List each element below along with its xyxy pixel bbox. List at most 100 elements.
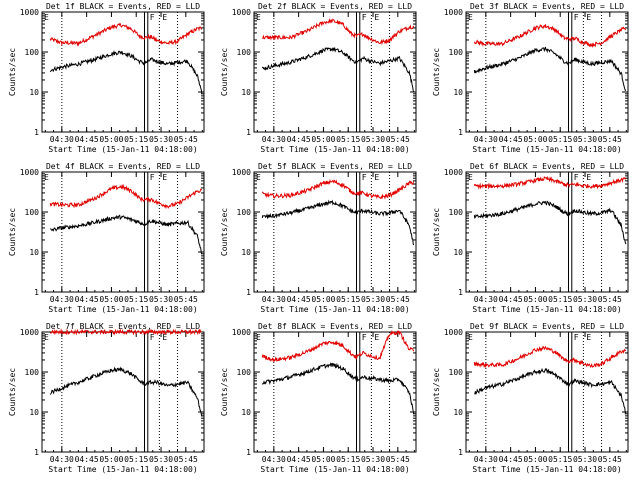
x-axis-label: Start Time (15-Jan-11 04:18:00) xyxy=(48,305,197,314)
x-tick-label: 05:15 xyxy=(548,295,572,304)
plot-frame xyxy=(253,331,417,453)
x-axis-label: Start Time (15-Jan-11 04:18:00) xyxy=(48,145,197,154)
x-tick-label: 04:30 xyxy=(262,295,286,304)
marker-e: E xyxy=(468,13,473,22)
y-tick-label: 100 xyxy=(25,48,40,57)
y-tick-label: 1 xyxy=(246,448,251,457)
x-tick-label: 05:15 xyxy=(124,295,148,304)
x-tick-label: 05:30 xyxy=(573,455,597,464)
x-tick-label: 05:00 xyxy=(99,455,123,464)
y-tick-label: 100 xyxy=(237,208,252,217)
y-tick-label: 100 xyxy=(25,208,40,217)
y-tick-label: 1000 xyxy=(444,8,463,17)
marker-e: E xyxy=(44,333,49,342)
y-tick-label: 100 xyxy=(449,368,464,377)
y-axis-label: Counts/sec xyxy=(432,48,441,96)
series-lld-line xyxy=(261,178,414,200)
y-tick-label: 100 xyxy=(25,368,40,377)
x-tick-label: 04:45 xyxy=(75,455,99,464)
series-lld-line xyxy=(262,18,415,46)
y-tick-label: 1 xyxy=(458,448,463,457)
x-tick-label: 05:00 xyxy=(523,455,547,464)
x-tick-label: 04:30 xyxy=(50,135,74,144)
y-tick-label: 10 xyxy=(241,408,251,417)
marker-f: F xyxy=(362,13,367,22)
panel-9: Det 9f BLACK = Events, RED = LLD 1 10 100 10… xyxy=(432,322,629,474)
panel-title: Det 8f BLACK = Events, RED = LLD xyxy=(258,322,412,331)
panel-1: Det 1f BLACK = Events, RED = LLD 1 10 100 10… xyxy=(8,2,205,154)
x-tick-label: 04:45 xyxy=(499,135,523,144)
x-tick-label: 05:30 xyxy=(573,135,597,144)
x-tick-label: 05:00 xyxy=(99,135,123,144)
marker-e: E xyxy=(468,333,473,342)
x-tick-label: 05:15 xyxy=(336,295,360,304)
y-tick-label: 1000 xyxy=(232,328,251,337)
x-tick-label: 04:45 xyxy=(287,455,311,464)
x-axis-label: Start Time (15-Jan-11 04:18:00) xyxy=(260,305,409,314)
x-tick-label: 04:45 xyxy=(75,295,99,304)
series-lld-line xyxy=(473,175,627,190)
panel-7: Det 7f BLACK = Events, RED = LLD 1 10 100 10… xyxy=(8,322,205,474)
series-events-line xyxy=(473,200,627,245)
x-tick-label: 05:15 xyxy=(124,135,148,144)
y-tick-label: 10 xyxy=(453,408,463,417)
y-tick-label: 100 xyxy=(237,48,252,57)
y-tick-label: 100 xyxy=(449,48,464,57)
y-axis-label: Counts/sec xyxy=(220,48,229,96)
x-axis-label: Start Time (15-Jan-11 04:18:00) xyxy=(260,465,409,474)
plot-frame xyxy=(465,331,629,453)
x-tick-label: 05:30 xyxy=(149,455,173,464)
y-tick-label: 1000 xyxy=(20,328,39,337)
y-tick-label: 1000 xyxy=(444,168,463,177)
y-tick-label: 1000 xyxy=(232,8,251,17)
x-tick-label: 05:45 xyxy=(174,135,198,144)
panel-2: Det 2f BLACK = Events, RED = LLD 1 10 100 10… xyxy=(220,2,417,154)
x-tick-label: 05:00 xyxy=(523,295,547,304)
x-tick-label: 05:30 xyxy=(149,135,173,144)
x-tick-label: 05:30 xyxy=(573,295,597,304)
marker-e: E xyxy=(374,13,379,22)
marker-e: E xyxy=(586,333,591,342)
plot-frame xyxy=(253,11,417,133)
x-tick-label: 05:15 xyxy=(124,455,148,464)
marker-f: F xyxy=(150,333,155,342)
x-tick-label: 05:30 xyxy=(361,295,385,304)
y-tick-label: 1 xyxy=(246,128,251,137)
x-axis-label: Start Time (15-Jan-11 04:18:00) xyxy=(260,145,409,154)
x-tick-label: 04:45 xyxy=(499,455,523,464)
y-tick-label: 10 xyxy=(453,88,463,97)
y-tick-label: 1 xyxy=(458,288,463,297)
y-tick-label: 1 xyxy=(34,288,39,297)
y-axis-label: Counts/sec xyxy=(8,368,17,416)
y-tick-label: 1 xyxy=(34,448,39,457)
x-axis-label: Start Time (15-Jan-11 04:18:00) xyxy=(48,465,197,474)
x-tick-label: 05:00 xyxy=(99,295,123,304)
x-tick-label: 04:30 xyxy=(474,295,498,304)
x-tick-label: 05:30 xyxy=(361,455,385,464)
panel-title: Det 6f BLACK = Events, RED = LLD xyxy=(470,162,624,171)
x-axis-label: Start Time (15-Jan-11 04:18:00) xyxy=(472,305,621,314)
x-tick-label: 04:45 xyxy=(75,135,99,144)
marker-e: E xyxy=(162,13,167,22)
x-tick-label: 05:45 xyxy=(598,455,622,464)
series-events-line xyxy=(261,47,415,93)
marker-f: F xyxy=(574,173,579,182)
marker-f: F xyxy=(574,333,579,342)
marker-e: E xyxy=(256,333,261,342)
series-lld-line xyxy=(49,328,202,336)
series-events-line xyxy=(473,46,627,92)
x-tick-label: 04:45 xyxy=(287,295,311,304)
marker-e: E xyxy=(374,333,379,342)
marker-f: F xyxy=(150,173,155,182)
panel-title: Det 2f BLACK = Events, RED = LLD xyxy=(258,2,412,11)
x-tick-label: 04:30 xyxy=(50,455,74,464)
y-tick-label: 1000 xyxy=(232,168,251,177)
x-axis-label: Start Time (15-Jan-11 04:18:00) xyxy=(472,145,621,154)
marker-e: E xyxy=(44,13,49,22)
panel-4: Det 4f BLACK = Events, RED = LLD 1 10 100 10… xyxy=(8,162,205,314)
panel-3: Det 3f BLACK = Events, RED = LLD 1 10 100 10… xyxy=(432,2,629,154)
x-tick-label: 05:30 xyxy=(361,135,385,144)
series-lld-line xyxy=(473,345,626,369)
series-events-line xyxy=(50,214,203,254)
x-tick-label: 04:30 xyxy=(474,135,498,144)
